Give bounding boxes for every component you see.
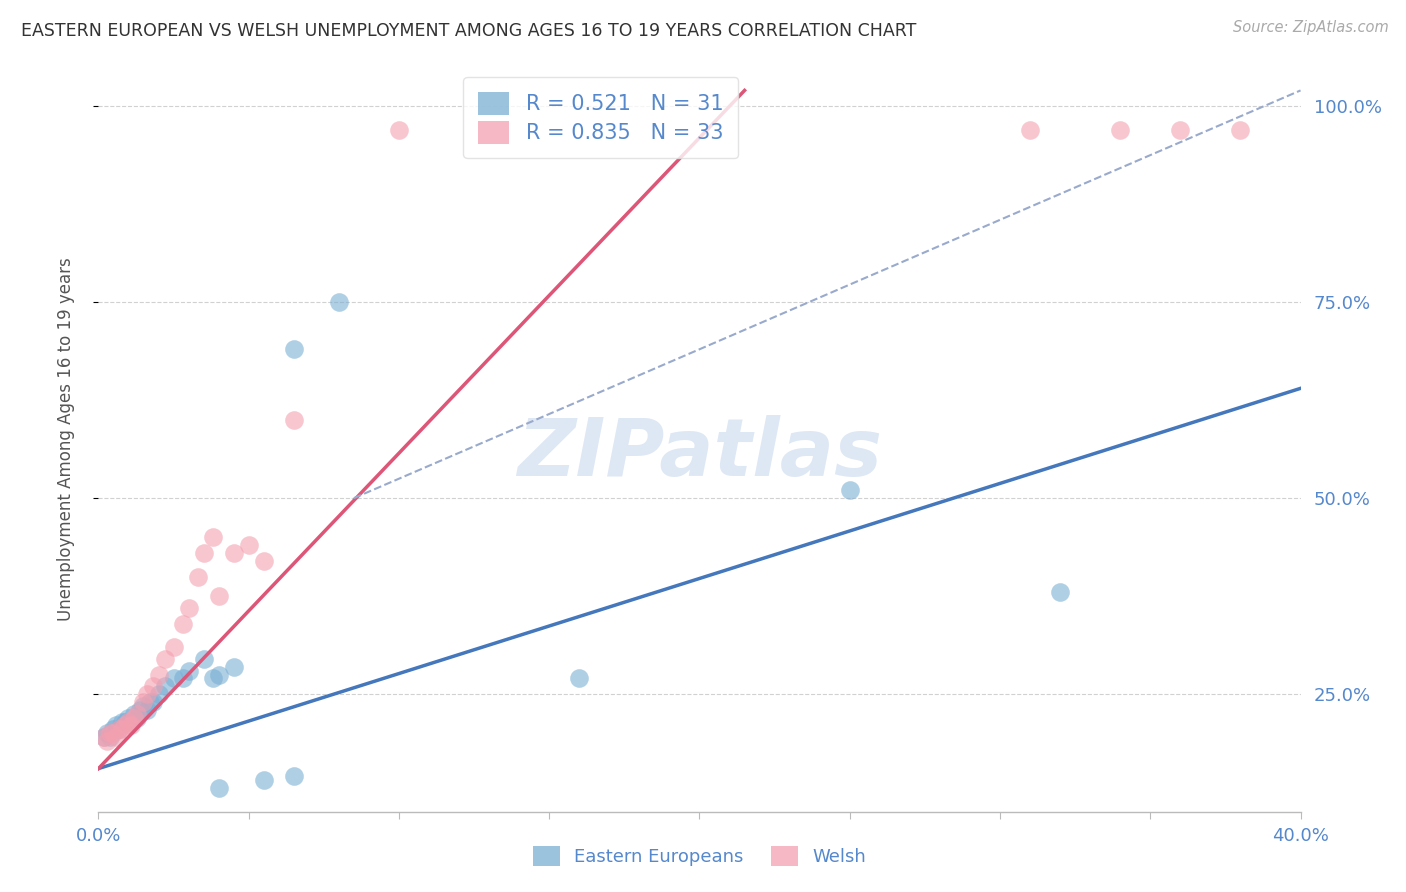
Point [1019, 122, 1042, 136]
Point [162, 672, 184, 686]
Point [388, 122, 411, 136]
Point [193, 546, 215, 560]
Point [208, 781, 231, 796]
Point [111, 714, 134, 729]
Text: ZIPatlas: ZIPatlas [517, 415, 882, 493]
Point [121, 718, 143, 732]
Point [177, 600, 200, 615]
Point [172, 672, 194, 686]
Point [1170, 122, 1192, 136]
Point [121, 714, 143, 729]
Point [100, 730, 122, 744]
Point [283, 413, 305, 427]
Point [124, 711, 146, 725]
Point [127, 706, 149, 721]
Point [117, 711, 139, 725]
Point [100, 726, 122, 740]
Point [103, 726, 125, 740]
Point [148, 667, 170, 681]
Point [172, 616, 194, 631]
Point [135, 687, 157, 701]
Point [568, 672, 591, 686]
Point [208, 667, 231, 681]
Point [201, 672, 224, 686]
Text: EASTERN EUROPEAN VS WELSH UNEMPLOYMENT AMONG AGES 16 TO 19 YEARS CORRELATION CHA: EASTERN EUROPEAN VS WELSH UNEMPLOYMENT A… [21, 22, 917, 40]
Point [222, 546, 245, 560]
Point [328, 295, 350, 310]
Point [103, 723, 125, 737]
Point [838, 483, 860, 498]
Point [93, 730, 115, 744]
Point [153, 652, 176, 666]
Point [253, 773, 276, 788]
Point [114, 718, 136, 732]
Point [108, 723, 131, 737]
Point [153, 679, 176, 693]
Point [222, 659, 245, 673]
Point [148, 687, 170, 701]
Point [208, 589, 231, 603]
Point [117, 714, 139, 729]
Point [132, 698, 155, 713]
Point [283, 769, 305, 783]
Point [1229, 122, 1251, 136]
Point [253, 554, 276, 568]
Point [193, 652, 215, 666]
Point [127, 711, 149, 725]
Point [141, 679, 163, 693]
Point [162, 640, 184, 654]
Point [132, 695, 155, 709]
Point [135, 703, 157, 717]
Point [111, 723, 134, 737]
Point [96, 726, 118, 740]
Point [238, 538, 260, 552]
Point [114, 714, 136, 729]
Point [105, 718, 128, 732]
Point [93, 730, 115, 744]
Point [124, 706, 146, 721]
Point [129, 703, 152, 717]
Point [177, 664, 200, 678]
Point [138, 695, 160, 709]
Point [141, 695, 163, 709]
Y-axis label: Unemployment Among Ages 16 to 19 years: Unemployment Among Ages 16 to 19 years [56, 258, 75, 621]
Point [187, 569, 209, 583]
Point [1049, 585, 1071, 599]
Point [1109, 122, 1132, 136]
Point [283, 342, 305, 356]
Legend: Eastern Europeans, Welsh: Eastern Europeans, Welsh [526, 839, 873, 873]
Point [96, 734, 118, 748]
Point [201, 530, 224, 544]
Point [108, 723, 131, 737]
Point [105, 730, 128, 744]
Text: Source: ZipAtlas.com: Source: ZipAtlas.com [1233, 20, 1389, 35]
